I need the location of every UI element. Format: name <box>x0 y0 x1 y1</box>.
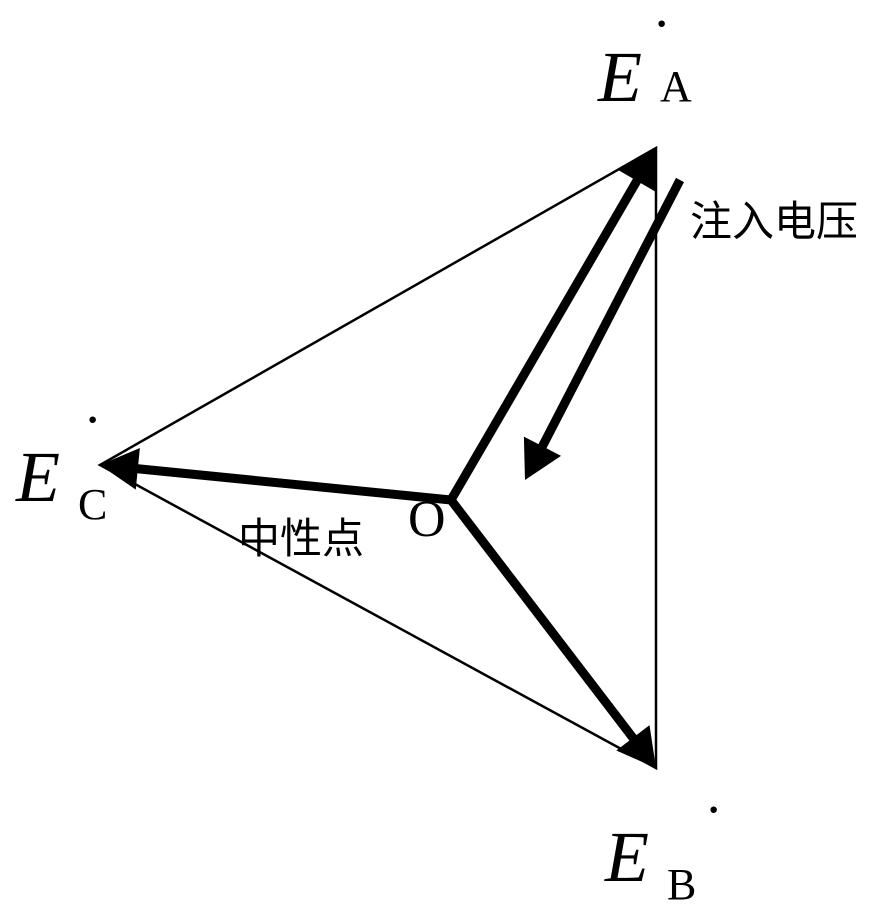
label-neutral-point: 中性点 <box>238 505 364 566</box>
label-EB-sub: B <box>667 860 696 909</box>
label-EB-E: E <box>605 817 649 897</box>
label-EA-E: E <box>598 37 642 117</box>
phasor-diagram-svg <box>0 0 886 917</box>
label-EA-sub: A <box>660 62 692 111</box>
outer-triangle <box>100 148 656 768</box>
label-injection-voltage: 注入电压 <box>690 188 858 249</box>
label-EB: E B <box>605 816 696 899</box>
label-EC-sub: C <box>78 480 107 529</box>
label-EC-E: E <box>16 437 60 517</box>
phasor-vectors <box>100 148 656 768</box>
label-O: O <box>408 490 446 549</box>
label-EA: E A <box>598 36 692 119</box>
label-EB-dot: · <box>707 786 720 833</box>
label-EC: E C <box>16 436 107 519</box>
